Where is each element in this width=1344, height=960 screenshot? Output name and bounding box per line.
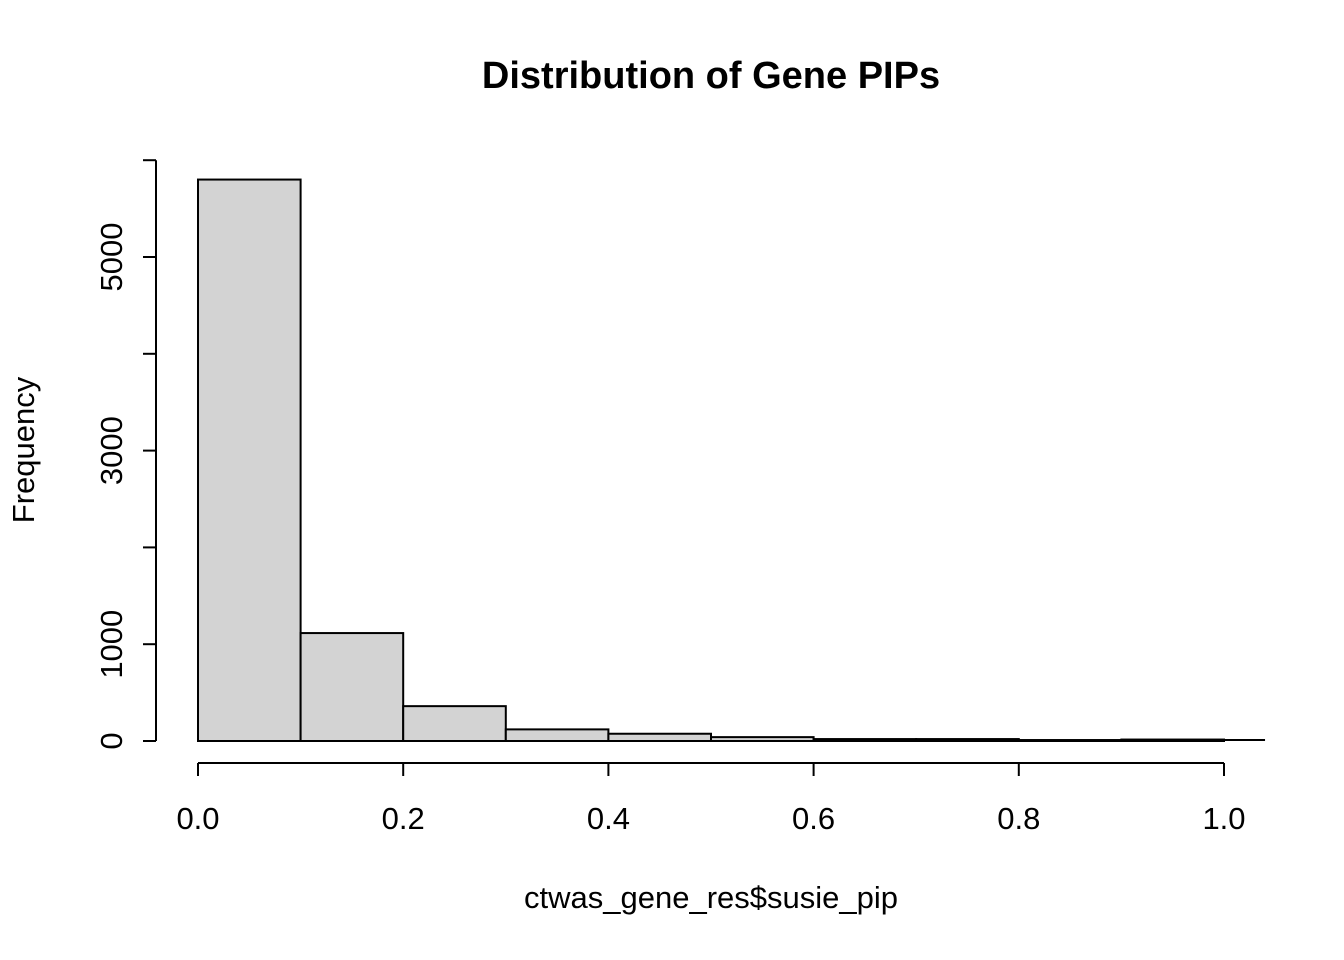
x-tick-label: 0.0 <box>176 801 219 836</box>
y-tick-label: 1000 <box>94 610 129 679</box>
histogram-bar <box>607 732 713 742</box>
x-tick-label: 0.4 <box>587 801 630 836</box>
histogram-bar <box>402 705 507 742</box>
x-tick-label: 0.2 <box>382 801 425 836</box>
x-tick-label: 0.8 <box>997 801 1040 836</box>
chart-title: Distribution of Gene PIPs <box>481 55 941 97</box>
histogram-bar <box>1120 738 1226 742</box>
histogram-bar <box>299 632 405 742</box>
histogram-bar <box>915 738 1020 743</box>
histogram-bar <box>197 178 302 742</box>
histogram-bar <box>710 736 815 742</box>
y-tick-label: 0 <box>94 732 129 749</box>
x-axis-label: ctwas_gene_res$susie_pip <box>524 880 898 915</box>
x-tick-label: 1.0 <box>1202 801 1245 836</box>
y-tick-label: 3000 <box>94 416 129 485</box>
histogram-bar <box>1017 739 1123 742</box>
x-tick-label: 0.6 <box>792 801 835 836</box>
histogram-bar <box>504 728 610 742</box>
histogram-bar <box>812 738 918 743</box>
y-tick-label: 5000 <box>94 223 129 292</box>
